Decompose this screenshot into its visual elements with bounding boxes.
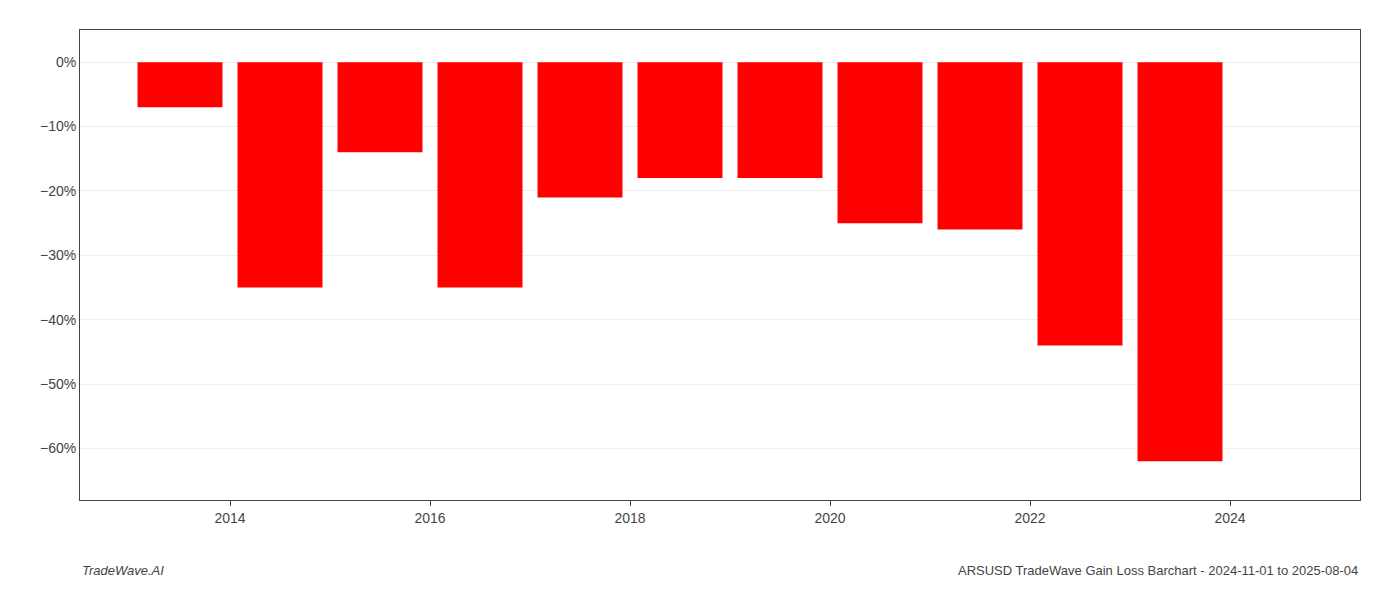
svg-text:TradeWave.AI: TradeWave.AI [82,563,164,578]
svg-text:2016: 2016 [414,510,445,526]
svg-text:2020: 2020 [814,510,845,526]
svg-text:−40%: −40% [40,312,76,328]
svg-text:ARSUSD TradeWave Gain Loss Bar: ARSUSD TradeWave Gain Loss Barchart - 20… [958,563,1358,578]
svg-text:0%: 0% [56,54,76,70]
svg-text:−50%: −50% [40,376,76,392]
svg-text:2014: 2014 [214,510,245,526]
svg-text:−20%: −20% [40,183,76,199]
svg-text:2018: 2018 [614,510,645,526]
svg-text:2024: 2024 [1214,510,1245,526]
svg-text:−30%: −30% [40,247,76,263]
svg-text:−60%: −60% [40,440,76,456]
svg-text:2022: 2022 [1014,510,1045,526]
svg-text:−10%: −10% [40,118,76,134]
